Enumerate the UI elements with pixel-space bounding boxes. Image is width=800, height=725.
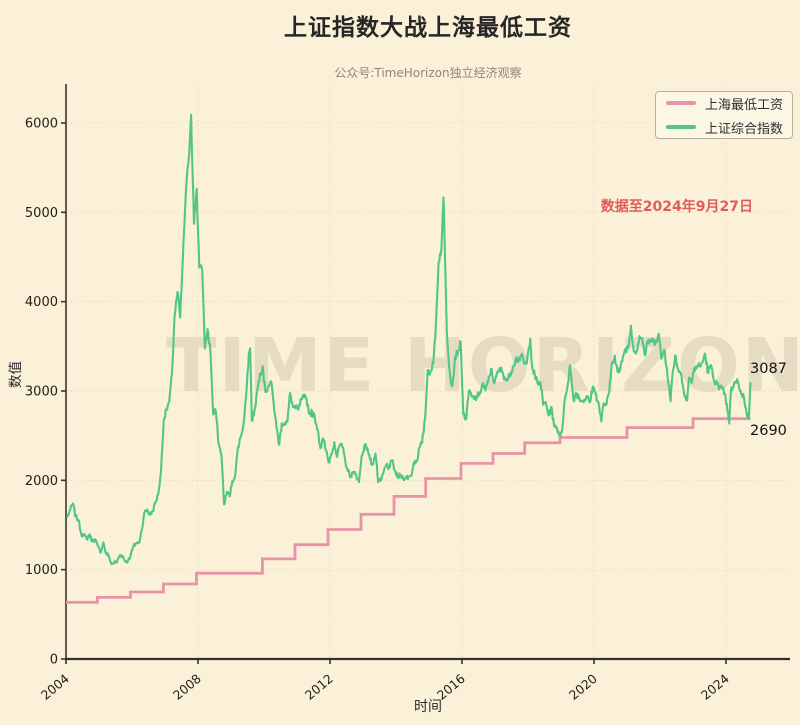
data-cutoff-annotation: 数据至2024年9月27日: [600, 199, 753, 215]
minimum-wage-line: [66, 417, 751, 604]
y-tick-label: 3000: [25, 385, 58, 400]
y-tick-label: 1000: [25, 563, 58, 578]
legend-item-sse-index: 上证综合指数: [666, 118, 784, 137]
y-tick-label: 2000: [25, 474, 58, 489]
y-tick-label: 5000: [25, 206, 58, 221]
sse-index-line: [66, 113, 752, 566]
legend-label-sse-index: 上证综合指数: [705, 121, 784, 137]
legend-item-minimum-wage: 上海最低工资: [666, 94, 784, 113]
page-subtitle: 公众号:TimeHorizon独立经济观察: [334, 66, 522, 80]
x-axis-title: 时间: [414, 699, 442, 715]
y-axis-title: 数值: [8, 361, 24, 388]
wage-end-value-label: 2690: [750, 423, 787, 439]
y-tick-label: 4000: [25, 295, 58, 310]
y-tick-label: 0: [50, 653, 58, 668]
legend-label-minimum-wage: 上海最低工资: [705, 97, 784, 113]
y-tick-label: 6000: [25, 117, 58, 132]
wage-line-swatch: [666, 101, 696, 105]
legend: 上海最低工资 上证综合指数: [655, 91, 793, 139]
sse-end-value-label: 3087: [750, 361, 787, 377]
sse-line-swatch: [666, 125, 696, 129]
page-title: 上证指数大战上海最低工资: [284, 15, 572, 41]
